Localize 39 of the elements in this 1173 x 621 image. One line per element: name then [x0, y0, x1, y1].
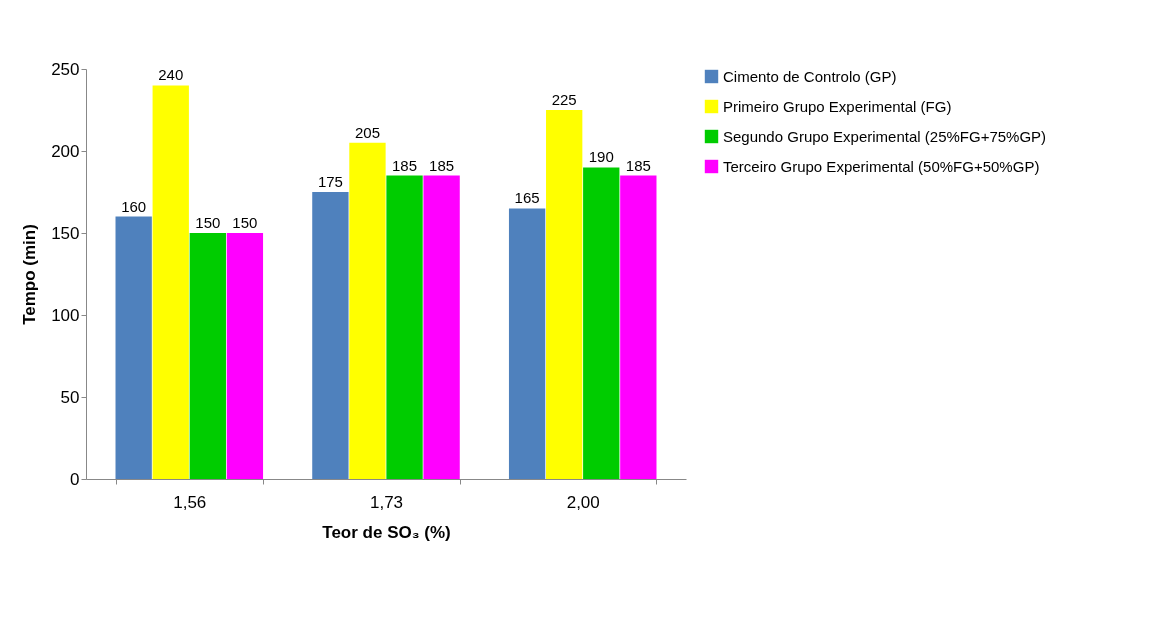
data-label: 185 [625, 156, 651, 174]
data-label: 225 [551, 91, 577, 108]
legend-label: Terceiro Grupo Experimental (50%FG+50%GP) [723, 157, 1040, 175]
bar [423, 175, 460, 479]
y-tick-label: 150 [51, 223, 80, 243]
legend-label: Segundo Grupo Experimental (25%FG+75%GP) [723, 127, 1047, 145]
data-label: 150 [232, 214, 258, 231]
bar [189, 233, 226, 479]
x-tick-label: 1,73 [369, 492, 404, 512]
data-label: 175 [317, 173, 343, 190]
x-tick-label: 1,56 [173, 492, 207, 512]
data-label: 205 [354, 123, 380, 141]
y-tick-label: 0 [70, 469, 80, 489]
y-tick-label: 50 [60, 387, 80, 407]
y-tick-label: 100 [51, 305, 80, 325]
data-label: 185 [429, 156, 455, 174]
legend-label: Cimento de Controlo (GP) [723, 67, 897, 85]
x-axis-title: Teor de SO₃ (%) [322, 522, 451, 542]
legend-label: Primeiro Grupo Experimental (FG) [723, 97, 952, 115]
y-axis-title: Tempo (min) [20, 224, 40, 325]
bar [312, 192, 349, 479]
data-label: 190 [588, 148, 614, 166]
bar [115, 216, 152, 479]
bar [349, 142, 386, 479]
data-label: 160 [121, 197, 147, 215]
bar [386, 175, 423, 479]
x-tick-label: 2,00 [566, 492, 600, 512]
bar [620, 175, 657, 479]
bar [583, 167, 620, 479]
y-tick-label: 250 [51, 59, 80, 79]
data-label: 165 [514, 189, 540, 207]
bar [546, 110, 583, 479]
bar [508, 208, 546, 479]
y-tick-label: 200 [51, 141, 80, 161]
bar [152, 85, 189, 479]
data-label: 240 [158, 66, 184, 84]
bar [226, 233, 264, 479]
data-label: 150 [195, 214, 221, 231]
data-label: 185 [392, 156, 418, 174]
